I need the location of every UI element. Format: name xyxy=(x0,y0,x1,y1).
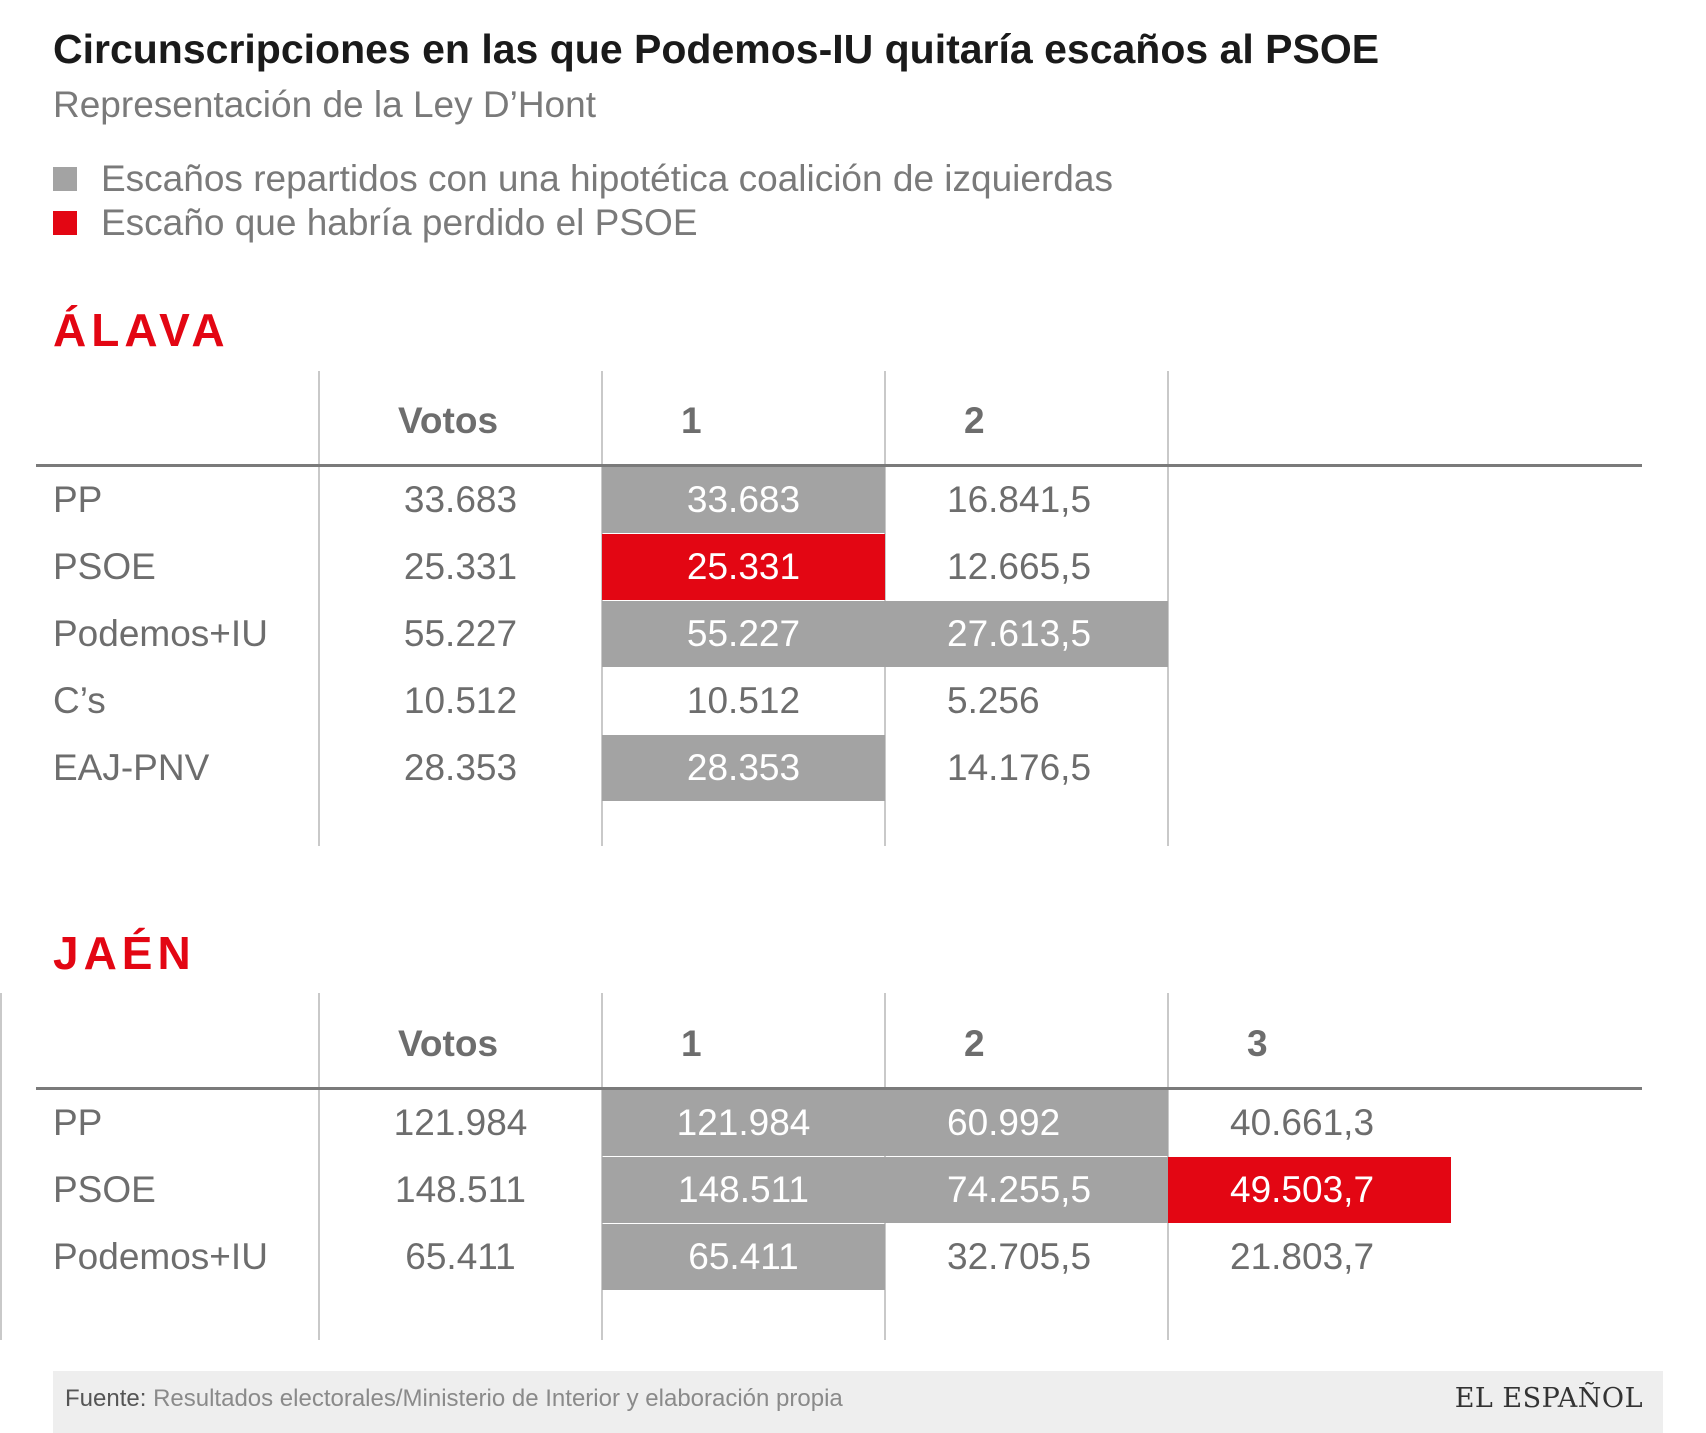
header-divisor-3: 3 xyxy=(1247,1023,1268,1064)
quotient-value: 60.992 xyxy=(947,1102,1061,1143)
seat-cell xyxy=(602,735,885,801)
column-divider xyxy=(0,993,2,1340)
header-rule xyxy=(36,1087,1642,1090)
seat-cell xyxy=(885,601,1168,667)
party-label: PSOE xyxy=(53,1169,156,1210)
quotient-value: 121.984 xyxy=(676,1102,811,1143)
quotient-value: 32.705,5 xyxy=(947,1236,1092,1277)
legend-swatch-seat xyxy=(53,167,77,191)
footer-label: Fuente: xyxy=(65,1385,147,1412)
seat-cell xyxy=(885,1157,1168,1223)
header-divisor-1: 1 xyxy=(681,400,702,441)
header-votos: Votos xyxy=(398,400,499,441)
chart-title: Circunscripciones en las que Podemos-IU … xyxy=(53,26,1380,72)
quotient-value: 28.353 xyxy=(686,747,801,788)
seat-cell xyxy=(602,1157,885,1223)
legend-label-seat: Escaños repartidos con una hipotética co… xyxy=(101,158,1113,199)
party-label: Podemos+IU xyxy=(53,1236,268,1277)
chart-subtitle: Representación de la Ley D’Hont xyxy=(53,84,596,125)
votes-value: 10.512 xyxy=(403,680,518,721)
footer: Fuente: Resultados electorales/Ministeri… xyxy=(53,1371,1663,1433)
quotient-value: 27.613,5 xyxy=(947,613,1092,654)
quotient-value: 74.255,5 xyxy=(947,1169,1092,1210)
votes-value: 121.984 xyxy=(393,1102,528,1143)
seat-cell xyxy=(602,601,885,667)
quotient-value: 25.331 xyxy=(686,546,801,587)
column-divider xyxy=(318,993,320,1340)
seat-cell xyxy=(602,1090,885,1156)
quotient-value: 65.411 xyxy=(688,1236,799,1277)
quotient-value: 5.256 xyxy=(947,680,1040,721)
quotient-value: 21.803,7 xyxy=(1230,1236,1375,1277)
votes-value: 25.331 xyxy=(403,546,518,587)
quotient-value: 14.176,5 xyxy=(947,747,1092,788)
quotient-value: 49.503,7 xyxy=(1230,1169,1375,1210)
footer-source-text: Resultados electorales/Ministerio de Int… xyxy=(153,1385,843,1412)
seat-cell xyxy=(602,467,885,533)
legend-label-lost: Escaño que habría perdido el PSOE xyxy=(101,202,698,243)
party-label: C’s xyxy=(53,680,106,721)
header-divisor-1: 1 xyxy=(681,1023,702,1064)
quotient-value: 16.841,5 xyxy=(947,479,1092,520)
legend-item-seat: Escaños repartidos con una hipotética co… xyxy=(53,158,1113,200)
quotient-value: 148.511 xyxy=(678,1169,809,1210)
section-title-alava: ÁLAVA xyxy=(53,304,230,356)
lost-seat-cell xyxy=(602,534,885,600)
header-rule xyxy=(36,464,1642,467)
quotient-value: 55.227 xyxy=(686,613,801,654)
votes-value: 55.227 xyxy=(403,613,518,654)
votes-value: 33.683 xyxy=(403,479,518,520)
section-title-jaen: JAÉN xyxy=(53,927,196,979)
votes-value: 28.353 xyxy=(403,747,518,788)
quotient-value: 10.512 xyxy=(686,680,801,721)
column-divider xyxy=(318,371,320,846)
lost-seat-cell xyxy=(1168,1157,1451,1223)
quotient-value: 33.683 xyxy=(686,479,801,520)
header-votos: Votos xyxy=(398,1023,499,1064)
header-divisor-2: 2 xyxy=(964,400,985,441)
brand-logo: EL ESPAÑOL xyxy=(1454,1383,1643,1414)
header-divisor-2: 2 xyxy=(964,1023,985,1064)
votes-value: 65.411 xyxy=(405,1236,516,1277)
seat-cell xyxy=(602,1224,885,1290)
party-label: PP xyxy=(53,1102,103,1143)
legend-item-lost: Escaño que habría perdido el PSOE xyxy=(53,202,698,244)
party-label: Podemos+IU xyxy=(53,613,268,654)
column-divider xyxy=(1167,371,1169,846)
party-label: PP xyxy=(53,479,103,520)
quotient-value: 12.665,5 xyxy=(947,546,1092,587)
votes-value: 148.511 xyxy=(395,1169,526,1210)
seat-cell xyxy=(885,1090,1168,1156)
footer-source: Fuente: Resultados electorales/Ministeri… xyxy=(65,1385,843,1413)
quotient-value: 40.661,3 xyxy=(1230,1102,1375,1143)
party-label: PSOE xyxy=(53,546,156,587)
party-label: EAJ-PNV xyxy=(53,747,210,788)
legend-swatch-lost xyxy=(53,211,77,235)
